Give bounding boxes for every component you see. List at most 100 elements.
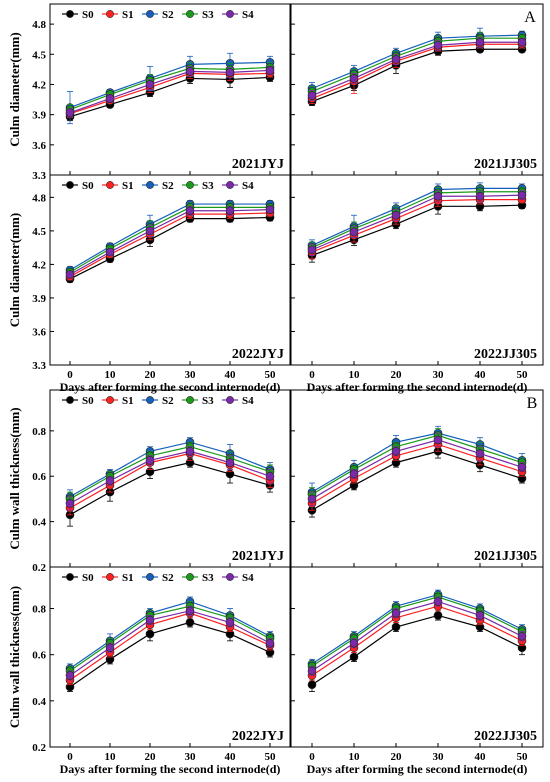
x-tick-label: 20 — [391, 369, 403, 381]
y-tick-label: 0.6 — [32, 650, 46, 662]
series-line-s4 — [311, 439, 523, 500]
legend-marker-s0 — [66, 10, 74, 18]
series-line-s1 — [311, 43, 522, 100]
legend-label-s0: S0 — [82, 9, 94, 21]
data-point-s4 — [349, 469, 359, 479]
data-point-s4 — [433, 40, 443, 50]
y-tick-label: 3.3 — [32, 170, 46, 182]
y-tick-label: 3.9 — [32, 110, 46, 122]
x-tick-label: 0 — [67, 751, 73, 763]
data-point-s0 — [349, 652, 359, 662]
legend-marker-s3 — [186, 573, 194, 581]
x-tick-label: 40 — [475, 751, 487, 763]
legend-label-s3: S3 — [202, 180, 214, 192]
y-tick-label: 3.9 — [32, 293, 46, 305]
data-point-s4 — [225, 618, 235, 627]
x-tick-label: 20 — [145, 369, 157, 381]
legend-marker-s2 — [146, 573, 154, 581]
data-point-s4 — [225, 458, 235, 467]
legend-marker-s4 — [226, 573, 234, 581]
series-line-s4 — [311, 41, 522, 97]
series-line-s0 — [69, 76, 271, 118]
y-tick-label: 0.8 — [32, 426, 46, 438]
data-point-s4 — [265, 638, 275, 648]
legend-label-s3: S3 — [202, 572, 214, 584]
x-tick-label: 20 — [145, 751, 157, 763]
data-point-s4 — [225, 206, 235, 216]
legend-marker-s0 — [66, 181, 74, 189]
data-point-s4 — [185, 67, 195, 76]
y-axis-label: Culm wall thickness(mm) — [7, 586, 22, 728]
data-point-s4 — [105, 643, 115, 653]
y-tick-label: 4.5 — [32, 49, 46, 61]
legend-label-s2: S2 — [162, 9, 174, 21]
data-point-s4 — [349, 227, 359, 237]
legend-marker-s2 — [146, 181, 154, 189]
series-line-s2 — [69, 441, 271, 498]
y-tick-label: 0.6 — [32, 471, 46, 483]
series-line-s4 — [311, 600, 523, 672]
panel-title: 2022JJ305 — [474, 347, 537, 362]
plot-frame — [290, 566, 544, 748]
data-point-s4 — [349, 638, 359, 648]
data-point-s4 — [475, 37, 485, 47]
x-tick-label: 40 — [225, 751, 237, 763]
x-tick-label: 50 — [265, 751, 277, 763]
legend-marker-s3 — [186, 181, 194, 189]
data-point-s4 — [307, 494, 317, 504]
legend-label-s4: S4 — [242, 180, 254, 192]
series-line-s4 — [311, 194, 523, 251]
series-line-s3 — [69, 66, 271, 111]
x-tick-label: 50 — [517, 751, 529, 763]
x-axis-label: Days after forming the second internode(… — [307, 380, 528, 394]
x-tick-label: 0 — [309, 751, 315, 763]
plot-frame — [290, 174, 544, 366]
x-tick-label: 40 — [475, 369, 487, 381]
legend-label-s0: S0 — [82, 395, 94, 407]
plot-frame — [290, 389, 544, 568]
legend-marker-s1 — [106, 573, 114, 581]
series-line-s2 — [311, 187, 522, 246]
chart-panel-0: 3.3 3.6 3.9 4.2 4.5 4.8 Culm diameter(mm) 2021J… — [7, 3, 291, 182]
data-point-s4 — [433, 435, 443, 445]
series-line-s2 — [69, 61, 271, 109]
data-point-s4 — [391, 55, 401, 64]
y-axis-label: Culm diameter(mm) — [7, 32, 22, 146]
plot-frame — [49, 3, 291, 176]
legend-marker-s0 — [66, 573, 74, 581]
y-tick-label: 4.5 — [32, 226, 46, 238]
series-line-s4 — [69, 450, 271, 504]
y-tick-label: 0.4 — [32, 517, 46, 529]
x-tick-label: 10 — [349, 369, 361, 381]
x-tick-label: 0 — [309, 369, 315, 381]
series-line-s2 — [311, 432, 523, 493]
series-line-s0 — [69, 216, 271, 280]
x-tick-label: 10 — [105, 751, 117, 763]
x-tick-label: 0 — [67, 369, 73, 381]
legend-label-s1: S1 — [122, 9, 134, 21]
legend-marker-s1 — [106, 10, 114, 18]
series-line-s1 — [69, 72, 271, 115]
x-tick-label: 30 — [433, 369, 445, 381]
legend-label-s1: S1 — [122, 395, 134, 407]
y-tick-label: 3.3 — [32, 360, 46, 372]
plot-frame — [49, 174, 291, 366]
data-point-s4 — [265, 66, 275, 75]
data-point-s4 — [145, 456, 155, 465]
data-point-s4 — [145, 226, 155, 236]
data-point-s4 — [105, 476, 115, 486]
series-line-s3 — [311, 37, 522, 93]
legend-label-s3: S3 — [202, 395, 214, 407]
data-point-s4 — [185, 446, 195, 456]
series-line-s1 — [69, 612, 271, 681]
x-axis-label: Days after forming the second internode(… — [60, 762, 281, 776]
data-point-s4 — [433, 191, 443, 201]
x-tick-label: 30 — [185, 369, 197, 381]
data-point-s4 — [307, 245, 317, 255]
legend-marker-s2 — [146, 10, 154, 18]
series-line-s3 — [69, 206, 270, 273]
panel-title: 2021JYJ — [232, 549, 284, 564]
